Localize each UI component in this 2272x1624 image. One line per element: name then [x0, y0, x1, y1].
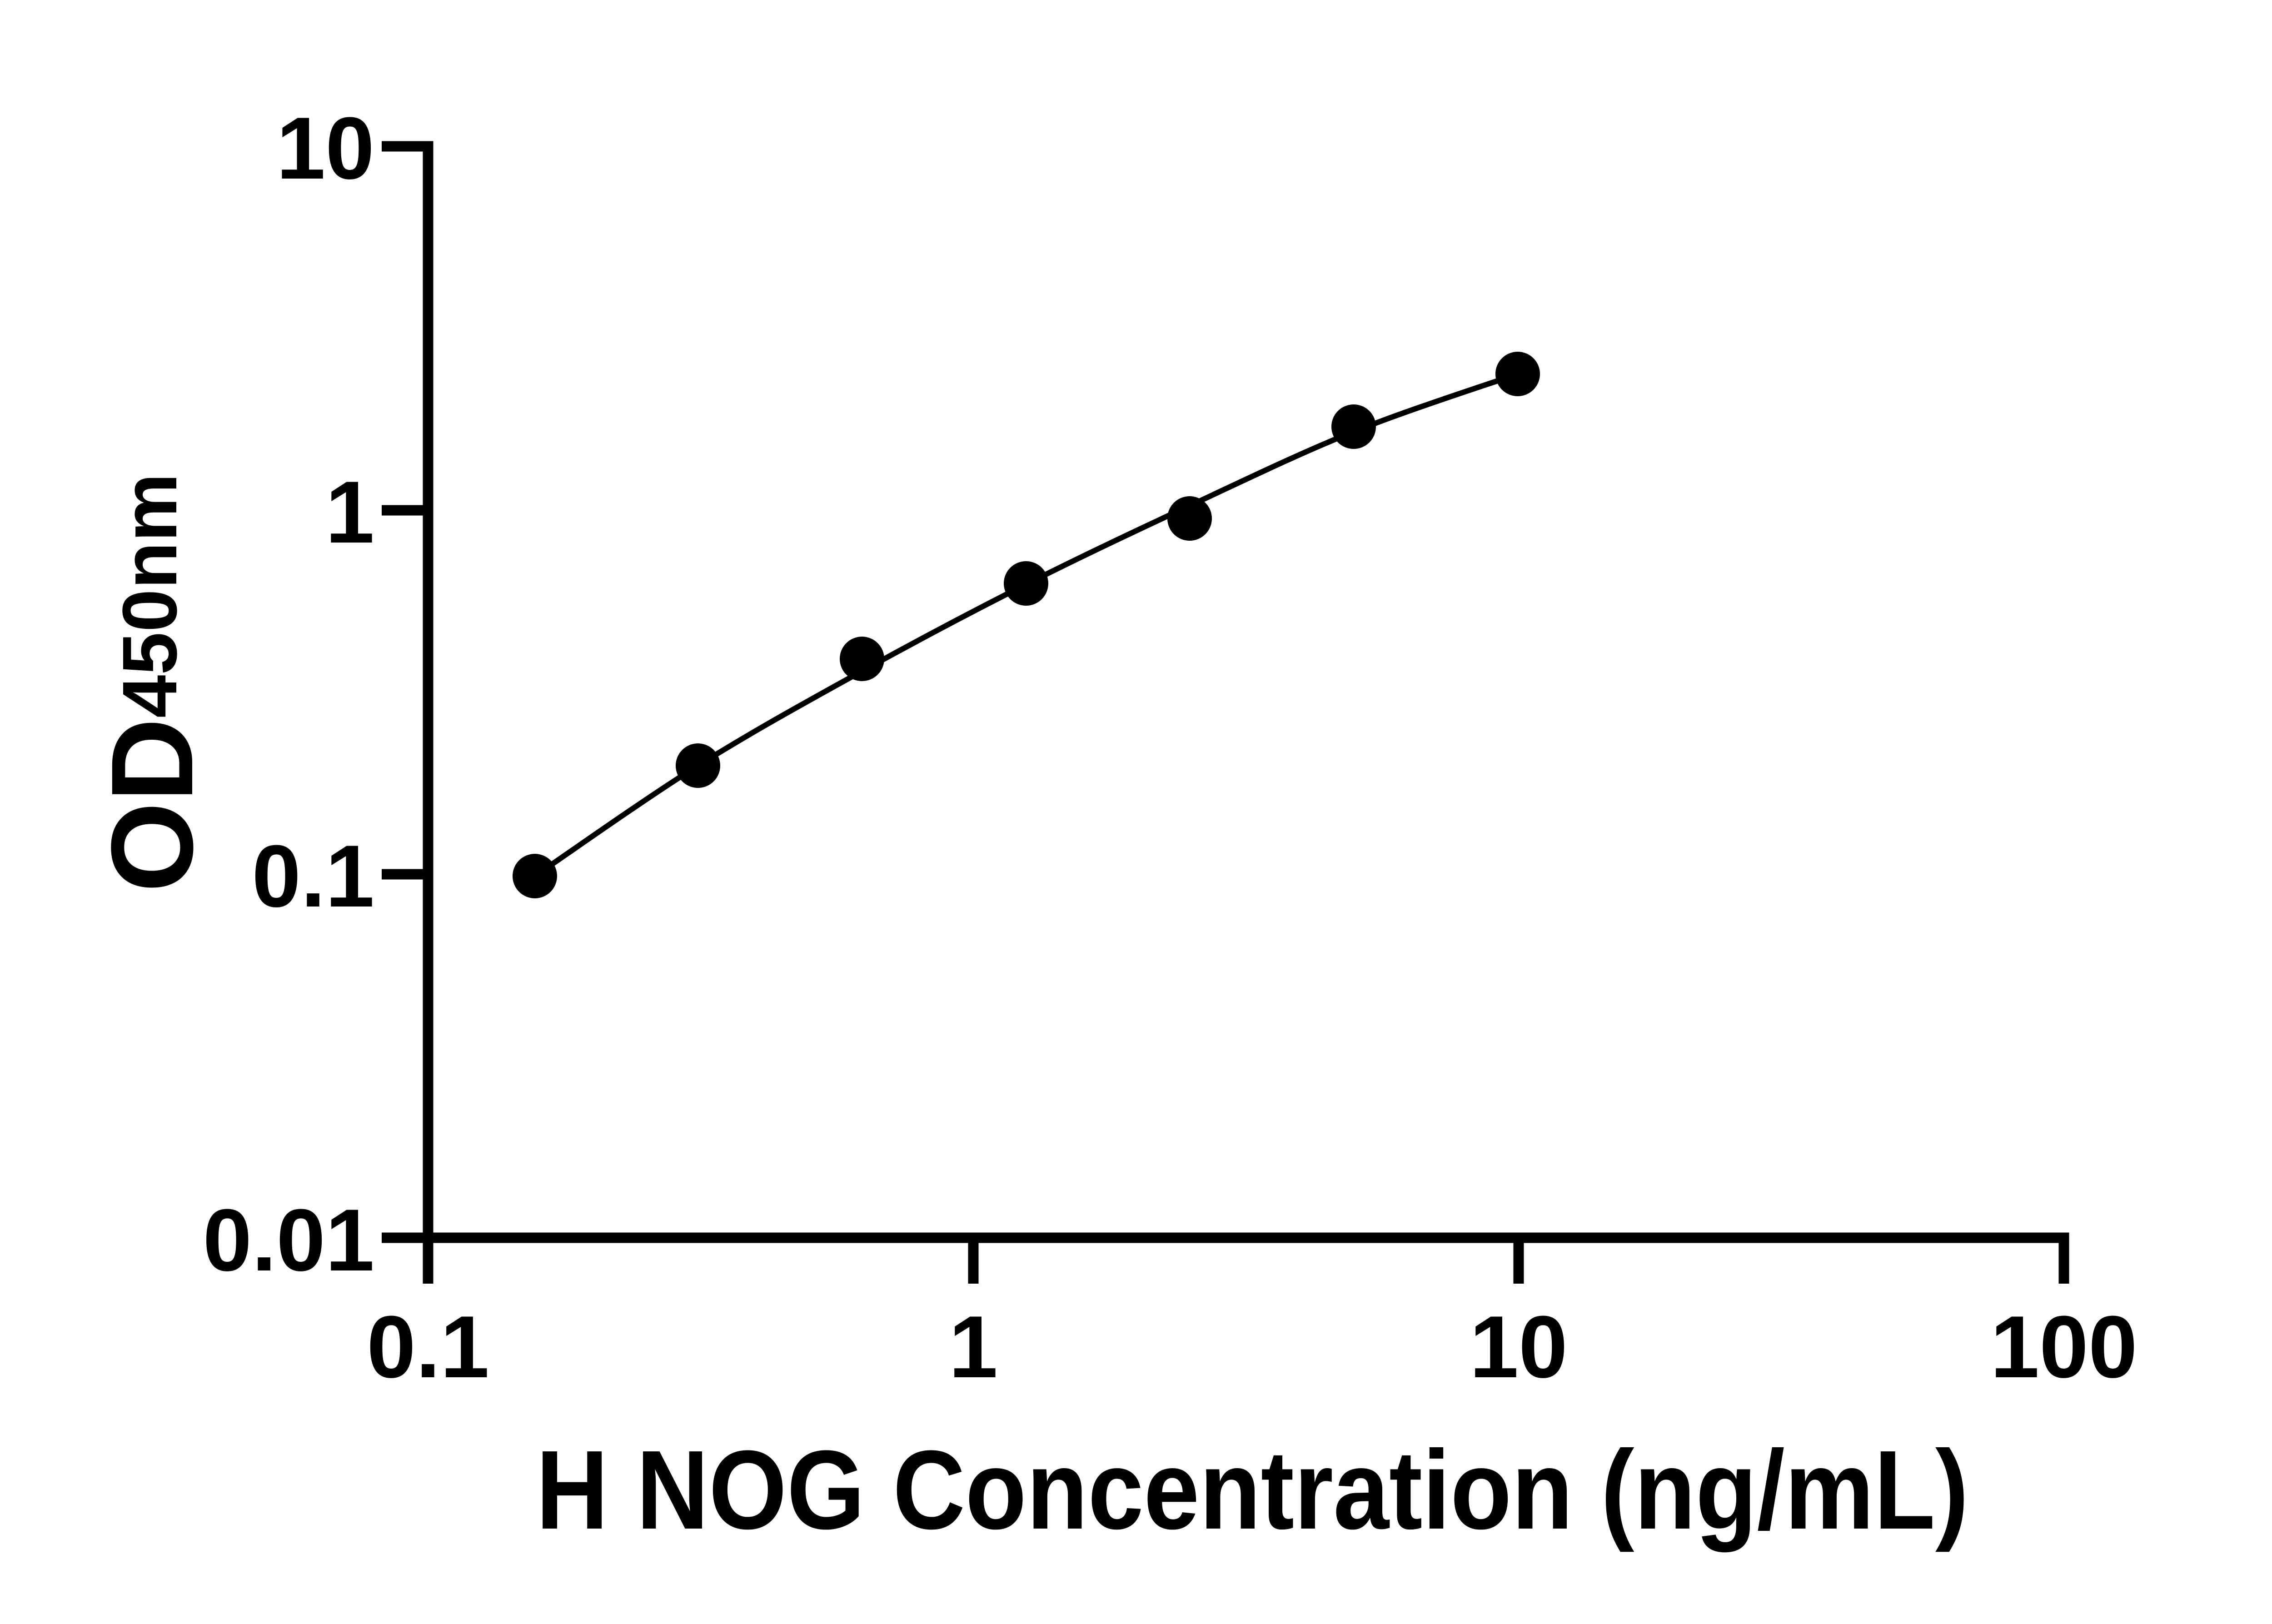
svg-text:10: 10 — [276, 99, 374, 198]
svg-text:1: 1 — [949, 1298, 998, 1396]
svg-text:0.01: 0.01 — [203, 1191, 374, 1290]
svg-text:0.1: 0.1 — [252, 827, 374, 926]
svg-text:H NOG Concentration (ng/mL): H NOG Concentration (ng/mL) — [536, 1427, 1968, 1553]
svg-text:100: 100 — [1990, 1298, 2137, 1396]
svg-text:1: 1 — [325, 463, 374, 562]
svg-text:10: 10 — [1470, 1298, 1568, 1396]
svg-text:0.1: 0.1 — [367, 1298, 489, 1396]
